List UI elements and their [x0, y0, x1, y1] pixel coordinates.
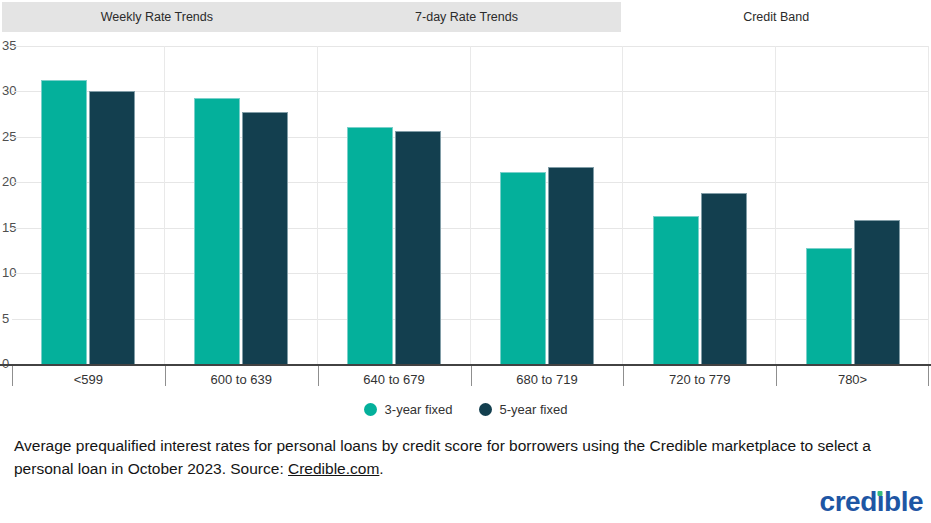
credit-band-bar-chart: 35302520151050 <599600 to 639640 to 6796… [0, 32, 931, 388]
bar-5-year-fixed[interactable] [395, 131, 441, 364]
logo-green-dot-icon [878, 491, 883, 496]
credible-com-link[interactable]: Credible.com [288, 460, 379, 477]
tab-label: 7-day Rate Trends [415, 10, 518, 24]
logo-letter-i: ı [877, 487, 884, 517]
bar-3-year-fixed[interactable] [500, 172, 546, 364]
bar-3-year-fixed[interactable] [194, 98, 240, 364]
footer: credıble [820, 487, 923, 517]
caption: Average prequalified interest rates for … [14, 434, 917, 481]
bar-5-year-fixed[interactable] [701, 193, 747, 364]
logo-text: cred [820, 486, 877, 517]
x-axis-tick [318, 366, 319, 386]
y-tick-label: 5 [2, 311, 9, 327]
bar-group [776, 46, 929, 364]
bar-group [623, 46, 776, 364]
credible-logo: credıble [820, 487, 923, 517]
x-axis: <599600 to 639640 to 679680 to 719720 to… [0, 364, 931, 390]
tab-bar: Weekly Rate Trends 7-day Rate Trends Cre… [2, 2, 931, 32]
logo-text: ble [884, 486, 923, 517]
x-category-label: 680 to 719 [470, 366, 623, 390]
caption-text-end: . [379, 460, 383, 477]
bar-5-year-fixed[interactable] [89, 91, 135, 364]
x-category-label: 780> [776, 366, 929, 390]
tab-7-day-rate-trends[interactable]: 7-day Rate Trends [312, 2, 622, 32]
x-category-label: 600 to 639 [165, 366, 318, 390]
bar-5-year-fixed[interactable] [242, 112, 288, 364]
x-category-label: 640 to 679 [318, 366, 471, 390]
x-axis-tick [776, 366, 777, 386]
legend-item-3-year-fixed[interactable]: 3-year fixed [364, 402, 453, 417]
tab-label: Credit Band [743, 10, 809, 24]
bar-5-year-fixed[interactable] [548, 167, 594, 364]
x-axis-tick [12, 366, 13, 386]
x-axis-tick [165, 366, 166, 386]
x-axis-tick [471, 366, 472, 386]
bar-group [12, 46, 165, 364]
bar-3-year-fixed[interactable] [806, 248, 852, 364]
bar-groups [12, 46, 929, 364]
x-axis-tick [928, 366, 929, 386]
bar-5-year-fixed[interactable] [854, 220, 900, 364]
plot-area [12, 46, 929, 364]
x-category-label: <599 [12, 366, 165, 390]
x-axis-labels: <599600 to 639640 to 679680 to 719720 to… [12, 366, 929, 390]
legend-swatch-icon [364, 403, 377, 416]
x-axis-tick [623, 366, 624, 386]
legend-item-5-year-fixed[interactable]: 5-year fixed [479, 402, 568, 417]
bar-group [165, 46, 318, 364]
tab-weekly-rate-trends[interactable]: Weekly Rate Trends [2, 2, 312, 32]
x-category-label: 720 to 779 [623, 366, 776, 390]
chart-legend: 3-year fixed 5-year fixed [0, 398, 931, 420]
caption-text: Average prequalified interest rates for … [14, 437, 871, 477]
bar-group [318, 46, 471, 364]
legend-label: 3-year fixed [385, 402, 453, 417]
bar-group [470, 46, 623, 364]
legend-label: 5-year fixed [500, 402, 568, 417]
bar-3-year-fixed[interactable] [653, 216, 699, 364]
tab-label: Weekly Rate Trends [101, 10, 213, 24]
bar-3-year-fixed[interactable] [347, 127, 393, 364]
legend-swatch-icon [479, 403, 492, 416]
bar-3-year-fixed[interactable] [41, 80, 87, 364]
tab-credit-band[interactable]: Credit Band [621, 2, 931, 32]
